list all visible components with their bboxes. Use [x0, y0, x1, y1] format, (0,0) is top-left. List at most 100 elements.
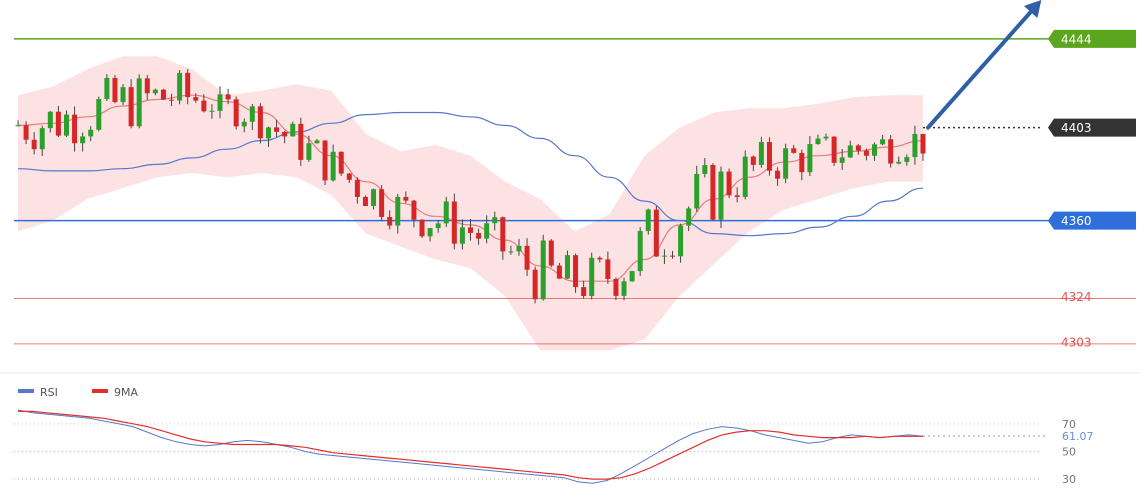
candle-body	[31, 139, 37, 150]
candle-body	[645, 209, 651, 232]
candle-body	[605, 259, 611, 279]
candle	[298, 117, 304, 166]
candle-body	[540, 240, 546, 300]
candle-body	[863, 150, 869, 156]
candle	[136, 74, 142, 129]
candle-body	[573, 255, 579, 288]
candle	[605, 251, 611, 284]
candle	[516, 239, 522, 256]
candle	[742, 150, 748, 200]
candle-body	[411, 200, 417, 220]
candle	[645, 208, 651, 235]
candle	[548, 239, 554, 268]
candle	[581, 280, 587, 299]
candle	[306, 135, 312, 162]
candle	[209, 104, 215, 119]
level-label-4444: 4444	[1061, 32, 1092, 46]
candle-body	[379, 189, 385, 217]
candle	[750, 155, 756, 172]
candle-body	[395, 196, 401, 226]
legend-swatch-rsi	[18, 389, 34, 393]
candle	[152, 88, 158, 96]
candle	[314, 139, 320, 144]
candle-body	[39, 128, 45, 150]
candle-body	[241, 121, 247, 127]
candle-body	[209, 110, 215, 112]
candle	[920, 133, 926, 161]
candle	[532, 266, 538, 304]
candle-body	[160, 89, 166, 100]
candle-body	[314, 140, 320, 144]
candle-body	[427, 228, 433, 237]
candle	[621, 277, 627, 301]
candle	[459, 219, 465, 250]
candle-body	[847, 145, 853, 158]
projection-arrow-head	[1023, 0, 1042, 18]
candle	[96, 96, 102, 132]
candle-body	[653, 209, 659, 257]
candle-body	[225, 94, 231, 100]
candle	[257, 103, 263, 144]
candle-body	[839, 157, 845, 163]
candle	[468, 219, 473, 241]
candle-body	[702, 165, 708, 174]
candle-body	[15, 125, 21, 127]
candle	[387, 210, 393, 230]
candle	[872, 142, 878, 161]
candle-body	[63, 114, 69, 136]
candle-body	[338, 151, 344, 174]
rsi-tick-30: 30	[1062, 473, 1076, 486]
candle-body	[831, 136, 837, 163]
candle	[839, 149, 845, 170]
candle	[888, 135, 894, 168]
candle-body	[193, 97, 199, 101]
candle-body	[128, 87, 134, 127]
candle-body	[274, 127, 280, 132]
candle	[807, 136, 813, 177]
candle	[653, 206, 659, 257]
candle-body	[387, 216, 393, 226]
candle	[815, 134, 821, 145]
candle	[322, 140, 328, 186]
candle	[904, 154, 910, 166]
candle	[379, 185, 385, 221]
candle-body	[354, 179, 360, 197]
candle-body	[233, 99, 239, 127]
candle	[225, 88, 231, 105]
candle	[411, 199, 417, 228]
level-label-4303: 4303	[1061, 335, 1092, 349]
candle	[104, 74, 110, 102]
candle-body	[169, 99, 175, 101]
candle	[403, 191, 409, 203]
candle	[847, 140, 853, 158]
candle	[427, 227, 433, 242]
candle-body	[249, 106, 255, 122]
rsi-current-value: 61.07	[1062, 430, 1094, 443]
candle-body	[443, 201, 449, 224]
candle	[637, 227, 643, 276]
candle-body	[880, 139, 886, 145]
candle-body	[912, 133, 918, 158]
candle-body	[589, 257, 595, 296]
candle	[670, 251, 676, 259]
candle-body	[896, 161, 902, 164]
candle	[346, 172, 352, 183]
candle-body	[306, 143, 312, 160]
candle-body	[282, 131, 288, 137]
candle-body	[346, 173, 352, 180]
candle	[734, 187, 740, 203]
legend-label-rsi: RSI	[40, 386, 58, 399]
candle-body	[799, 152, 805, 173]
candle	[484, 215, 490, 244]
candle-body	[783, 148, 789, 179]
candle	[492, 211, 498, 231]
candle	[72, 106, 78, 152]
candle-body	[710, 165, 716, 220]
candle-body	[807, 144, 813, 173]
candle-body	[500, 217, 506, 252]
candle-body	[362, 196, 368, 207]
rsi-ma-line	[18, 410, 923, 480]
candle-body	[451, 201, 457, 244]
level-badge-4360	[1048, 211, 1136, 230]
candle-body	[120, 87, 126, 103]
